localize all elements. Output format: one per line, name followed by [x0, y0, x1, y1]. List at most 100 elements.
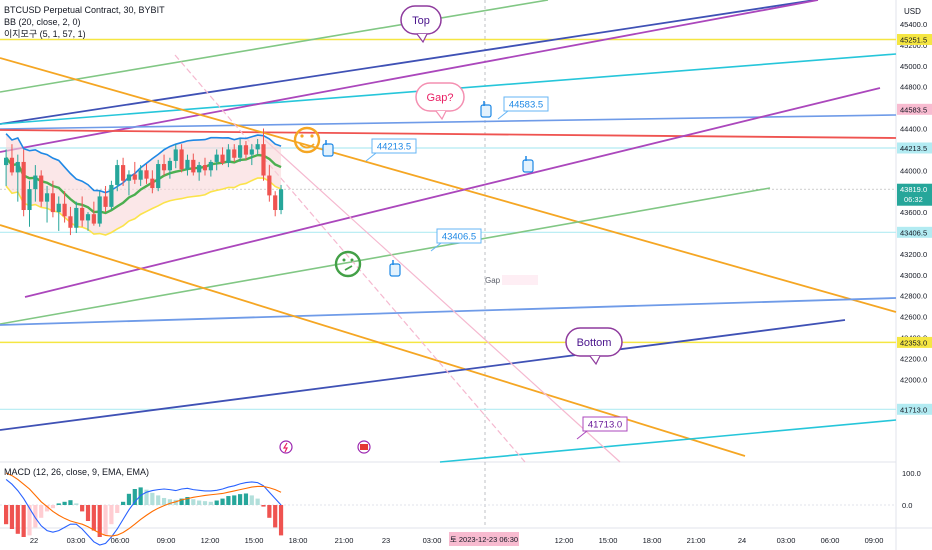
candle-body — [278, 189, 284, 211]
confused-eye-left — [342, 258, 346, 262]
smiley-face-outline — [293, 126, 321, 154]
candle — [103, 185, 108, 213]
candle — [214, 149, 219, 171]
hand-pointer-icon-1 — [322, 140, 334, 157]
candle-body — [50, 193, 55, 213]
macd-histogram-bar — [21, 505, 26, 537]
candle — [109, 180, 114, 211]
macd-histogram-bar — [214, 500, 219, 505]
candle-body — [261, 144, 266, 176]
candle — [97, 191, 102, 227]
callout-41713: 41713.0 — [576, 416, 628, 440]
hand-pointer-icon-4 — [389, 260, 401, 277]
macd-histogram-bar — [191, 499, 196, 505]
candle-body — [138, 170, 143, 180]
macd-legend: MACD (12, 26, close, 9, EMA, EMA) — [4, 467, 150, 477]
candle — [255, 138, 260, 155]
candle — [39, 170, 44, 207]
gap-label: Gap — [485, 276, 501, 285]
macd-histogram-bar — [121, 501, 126, 505]
top-bubble-text: Top — [412, 15, 430, 27]
candle — [208, 159, 213, 177]
candle-body — [191, 159, 196, 173]
price-tick-label: 43200.0 — [900, 250, 927, 259]
hand-pointer-icon-4-palm — [389, 263, 401, 277]
macd-histogram-bar — [132, 489, 137, 505]
price-label-text: 44213.5 — [900, 144, 927, 153]
price-label-text: 44583.5 — [900, 105, 927, 114]
price-tick-label: 45400.0 — [900, 20, 927, 29]
time-tick-label: 03:00 — [67, 536, 86, 545]
price-label-text: 43406.5 — [900, 228, 927, 237]
macd-histogram-bar — [9, 505, 15, 529]
time-tick-label: 22 — [30, 536, 38, 545]
macd-histogram-bar — [62, 501, 67, 505]
candle-body — [33, 175, 38, 190]
candle-body — [214, 154, 219, 162]
bottom-bubble-tail — [589, 355, 601, 366]
price-tick-label: 43000.0 — [900, 271, 927, 280]
price-label-43406.5: 43406.5 — [897, 226, 932, 238]
callout-44583-text: 44583.5 — [509, 100, 543, 111]
macd-histogram-bar — [109, 505, 114, 525]
callout-44213-text: 44213.5 — [377, 142, 411, 153]
candle — [243, 141, 249, 160]
macd-histogram-bar — [27, 505, 32, 536]
confused-mouth — [344, 265, 353, 271]
macd-histogram-bar — [56, 503, 61, 505]
trend-line-red — [0, 129, 897, 139]
chart-legend: BTCUSD Perpetual Contract, 30, BYBIT BB … — [4, 4, 165, 40]
macd-tick-label: 100.0 — [902, 469, 921, 478]
candle-body — [126, 174, 132, 181]
callout-44583-pointer — [497, 110, 509, 120]
time-tick-label: 09:00 — [865, 536, 884, 545]
candle — [50, 180, 55, 218]
pink-channel-right — [264, 139, 621, 463]
candle — [220, 147, 225, 166]
bb-basis — [5, 153, 282, 215]
price-label-43819.0: 43819.006:32 — [897, 183, 932, 206]
candle-body — [267, 175, 272, 196]
macd-histogram-bar — [197, 500, 202, 505]
candle — [278, 184, 284, 215]
price-label-44583.5: 44583.5 — [897, 103, 932, 115]
callout-44583-box — [503, 96, 549, 112]
confused-face-outline — [334, 250, 362, 278]
event-flag — [360, 444, 368, 450]
candle-body — [220, 154, 225, 163]
price-label-bg — [897, 142, 932, 154]
smiley-eye-right — [310, 134, 314, 138]
candle-body — [68, 216, 73, 228]
macd-histogram-bar — [208, 501, 213, 505]
candle — [15, 154, 20, 202]
candle-body — [185, 159, 190, 170]
confused-eye-right — [350, 258, 354, 262]
trend-line-blue-upper — [0, 114, 897, 130]
candle — [144, 164, 149, 184]
candle — [138, 165, 143, 186]
candle — [173, 144, 178, 169]
top-bubble-tail — [416, 33, 428, 44]
macd-histogram-bar — [74, 503, 79, 505]
macd-histogram-bar — [15, 505, 20, 534]
time-tick-label: 09:00 — [157, 536, 176, 545]
candle-body — [4, 157, 9, 166]
macd-histogram-bar — [44, 505, 50, 512]
candle-body — [232, 149, 237, 158]
candle-body — [91, 214, 96, 224]
macd-histogram-bar — [68, 500, 73, 505]
macd-histogram-bar — [126, 493, 132, 505]
price-axis-panel — [896, 0, 932, 550]
candle-body — [156, 164, 161, 189]
time-tick-label: 03:00 — [777, 536, 796, 545]
confused-face-icon — [334, 250, 362, 278]
price-label-42353.0: 42353.0 — [897, 336, 932, 348]
candle — [267, 165, 272, 202]
time-tick-label: 24 — [738, 536, 746, 545]
candle-body — [132, 174, 137, 180]
macd-histogram-bar — [39, 505, 44, 518]
candle-body — [255, 144, 260, 150]
macd-histogram-bar — [273, 505, 278, 528]
top-bubble: Top — [400, 5, 442, 44]
